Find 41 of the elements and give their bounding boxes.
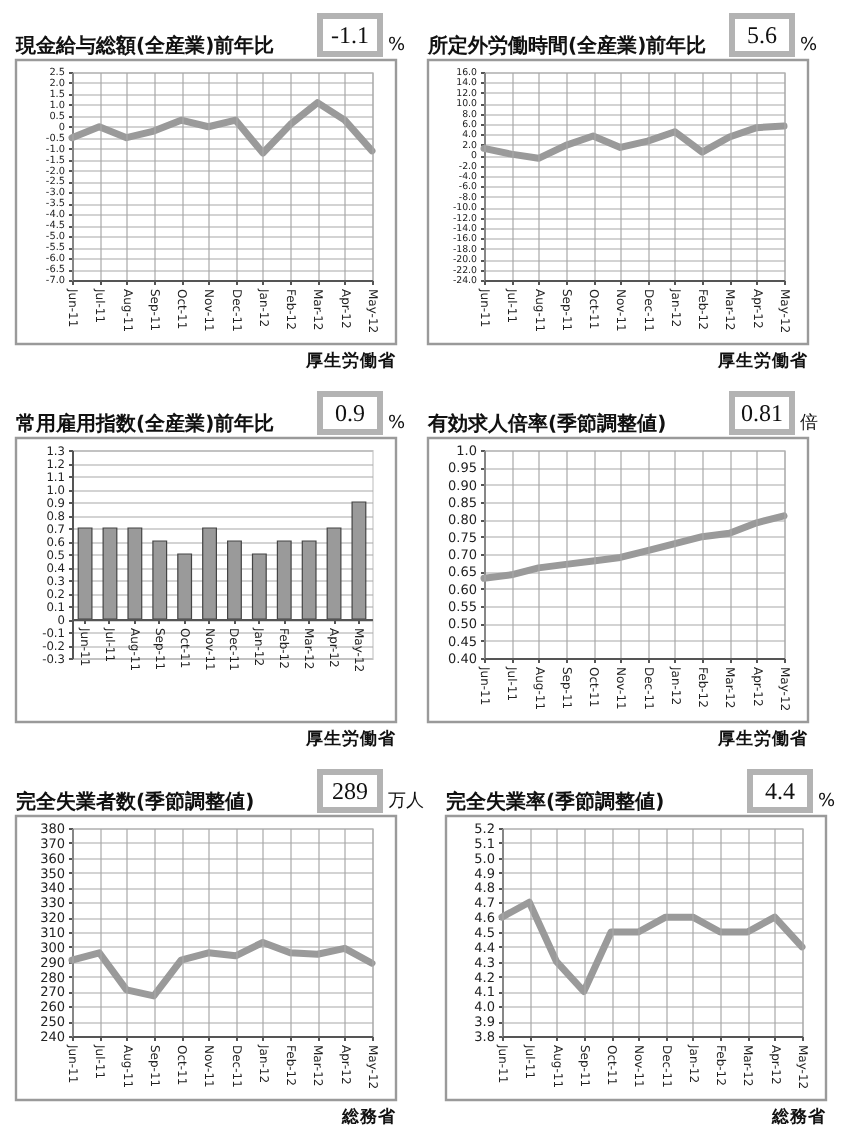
bar xyxy=(102,527,118,620)
text: 倍 xyxy=(800,412,818,434)
chart-title: 完全失業者数(季節調整値) xyxy=(16,790,255,814)
text: 厚生労働省 xyxy=(304,728,398,750)
text: 0.81 xyxy=(741,399,783,427)
text: 厚生労働省 xyxy=(716,350,810,372)
chart-title: 有効求人倍率(季節調整値) xyxy=(426,412,667,436)
text: % xyxy=(388,414,406,434)
chart-title: 現金給与総額(全産業)前年比 xyxy=(14,34,275,58)
text: 厚生労働省 xyxy=(716,728,810,750)
text: 厚生労働省 xyxy=(304,350,398,372)
text: % xyxy=(388,36,406,56)
bar xyxy=(152,540,168,620)
bar xyxy=(177,553,193,620)
bar xyxy=(227,540,242,620)
bar xyxy=(276,540,292,620)
text: % xyxy=(800,36,818,56)
text: 万人 xyxy=(388,790,424,812)
line-series xyxy=(480,122,788,162)
line-series xyxy=(68,938,376,1000)
bar xyxy=(202,527,217,620)
text: 5.6 xyxy=(747,21,777,49)
chart-title: 完全失業率(季節調整値) xyxy=(446,790,665,814)
bar xyxy=(301,540,317,620)
text: 総務省 xyxy=(340,1106,398,1128)
text: 4.4 xyxy=(765,777,795,805)
text: 289 xyxy=(332,777,368,805)
text: 総務省 xyxy=(770,1106,828,1128)
bar xyxy=(251,553,267,620)
bar xyxy=(77,527,93,620)
text: 0.9 xyxy=(335,399,365,427)
line-series xyxy=(498,898,806,995)
line-series xyxy=(480,512,788,582)
bar xyxy=(127,527,143,620)
text: -1.1 xyxy=(331,21,369,49)
bar xyxy=(351,501,367,620)
chart-title: 常用雇用指数(全産業)前年比 xyxy=(16,412,275,436)
text: % xyxy=(818,792,836,812)
chart-title: 所定外労働時間(全産業)前年比 xyxy=(426,34,707,58)
bar xyxy=(326,527,342,620)
line-series xyxy=(68,99,376,157)
